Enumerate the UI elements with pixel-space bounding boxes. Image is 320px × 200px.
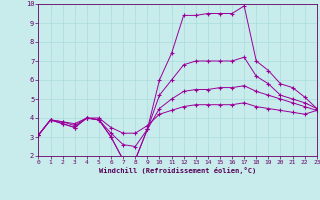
X-axis label: Windchill (Refroidissement éolien,°C): Windchill (Refroidissement éolien,°C) — [99, 167, 256, 174]
